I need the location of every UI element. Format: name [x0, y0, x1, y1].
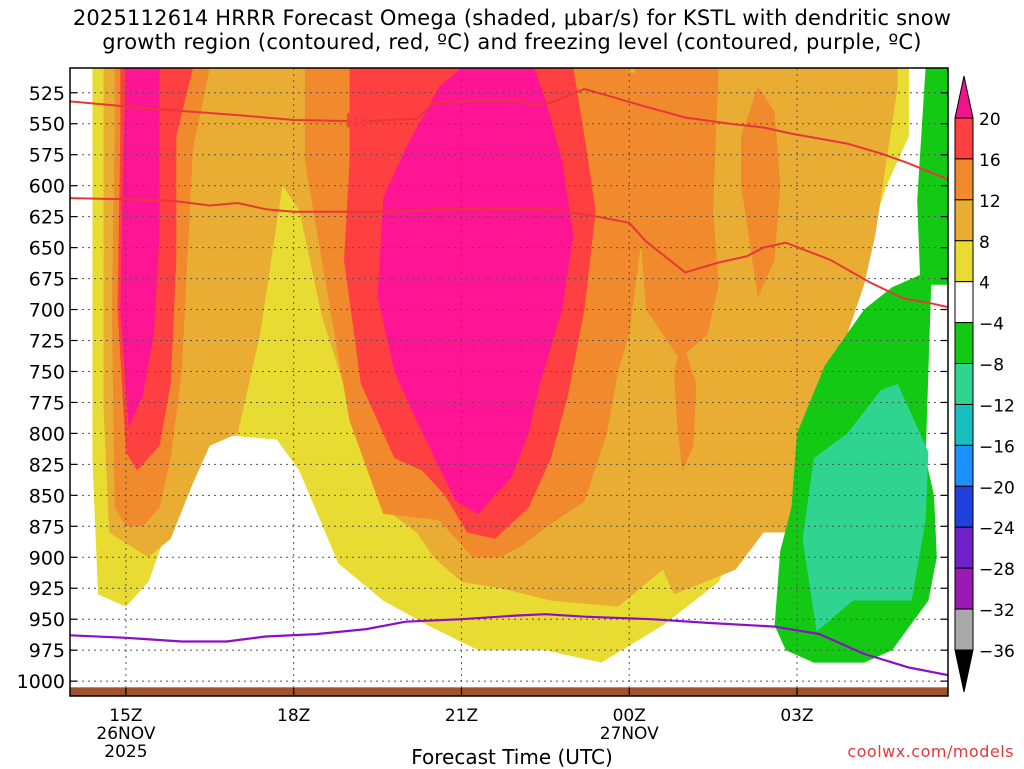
- plot-border: [69, 67, 949, 697]
- y-tick-label-1000: 1000: [17, 671, 65, 693]
- colorbar-label-7: −8: [979, 356, 1004, 376]
- chart-title: 2025112614 HRRR Forecast Omega (shaded, …: [0, 6, 1024, 54]
- y-tick-label-775: 775: [29, 392, 65, 414]
- contour-lines: -18: [70, 88, 948, 677]
- x-tick-label-15Z-3: 2025: [104, 742, 147, 762]
- colorbar-label-12: −28: [979, 560, 1015, 580]
- x-tick-label-21Z-1: 21Z: [445, 706, 478, 726]
- colorbar-swatch-2: [954, 158, 974, 201]
- colorbar-label-1: 20: [979, 110, 1001, 130]
- omega-region-13: [802, 383, 929, 632]
- x-tick-label-00Z-2: 27NOV: [600, 724, 659, 744]
- y-tick-label-700: 700: [29, 300, 65, 322]
- colorbar-label-14: −36: [979, 642, 1015, 662]
- credit-text: coolwx.com/models: [847, 742, 1014, 761]
- omega-region-5: [634, 68, 719, 360]
- colorbar-label-5: 4: [979, 274, 990, 294]
- colorbar-swatch-3: [954, 199, 974, 242]
- y-tick-label-650: 650: [29, 238, 65, 260]
- y-tick-label-975: 975: [29, 640, 65, 662]
- colorbar-swatch-4: [954, 240, 974, 283]
- colorbar-label-10: −20: [979, 478, 1015, 498]
- x-tick-label-00Z-1: 00Z: [613, 706, 646, 726]
- y-tick-label-825: 825: [29, 454, 65, 476]
- colorbar-swatch-9: [954, 444, 974, 487]
- colorbar-bottom-arrow: [954, 649, 974, 693]
- contour-label: -18: [348, 114, 368, 128]
- y-tick-label-900: 900: [29, 547, 65, 569]
- colorbar-swatch-5: [954, 281, 974, 324]
- colorbar-swatch-7: [954, 363, 974, 405]
- colorbar-swatch-1: [954, 117, 974, 160]
- y-tick-label-525: 525: [29, 83, 65, 105]
- grid-lines: [70, 68, 948, 696]
- colorbar-label-9: −16: [979, 437, 1015, 457]
- omega-region-6: [741, 86, 781, 298]
- y-tick-label-875: 875: [29, 516, 65, 538]
- colorbar-swatch-6: [954, 322, 974, 365]
- x-tick-label-18Z-1: 18Z: [277, 706, 310, 726]
- y-tick-label-800: 800: [29, 423, 65, 445]
- omega-region-10: [120, 68, 160, 428]
- surface-band: [70, 687, 948, 696]
- colorbar-label-8: −12: [979, 396, 1015, 416]
- colorbar-label-6: −4: [979, 315, 1004, 335]
- contour-label-bg: [347, 113, 370, 128]
- omega-region-11: [377, 68, 574, 514]
- colorbar-swatch-11: [954, 526, 974, 569]
- y-tick-label-950: 950: [29, 609, 65, 631]
- colorbar-swatch-8: [954, 403, 974, 446]
- colorbar-swatch-13: [954, 608, 974, 651]
- y-axis: 525 550 575 600 625 650 675 700 725 750 775 800 825 8…: [17, 83, 948, 693]
- freezing-level-contour: [70, 613, 948, 677]
- colorbar-label-3: 12: [979, 192, 1001, 212]
- y-tick-label-925: 925: [29, 578, 65, 600]
- colorbar-label-2: 16: [979, 151, 1001, 171]
- x-tick-label-15Z-1: 15Z: [109, 706, 142, 726]
- colorbar: 20 16 12 8 4 −4 −8 −12 −16 −20 −24 −28 −32 −36: [954, 75, 1015, 693]
- colorbar-top-arrow: [954, 75, 974, 119]
- x-tick-label-03Z-1: 03Z: [780, 706, 813, 726]
- chart-title-line-1: 2025112614 HRRR Forecast Omega (shaded, …: [72, 6, 952, 30]
- y-tick-label-575: 575: [29, 145, 65, 167]
- y-tick-label-750: 750: [29, 361, 65, 383]
- colorbar-swatch-10: [954, 485, 974, 528]
- colorbar-label-4: 8: [979, 233, 990, 253]
- y-tick-label-600: 600: [29, 176, 65, 198]
- y-tick-label-550: 550: [29, 114, 65, 136]
- y-tick-label-850: 850: [29, 485, 65, 507]
- dendritic-upper-contour: [70, 88, 948, 181]
- colorbar-label-11: −24: [979, 519, 1015, 539]
- y-tick-label-625: 625: [29, 207, 65, 229]
- colorbar-label-13: −32: [979, 601, 1015, 621]
- colorbar-swatch-12: [954, 567, 974, 610]
- y-tick-label-675: 675: [29, 269, 65, 291]
- x-tick-label-15Z-2: 26NOV: [96, 724, 155, 744]
- plot-frame: [69, 67, 949, 697]
- chart-title-line-2: growth region (contoured, red, ºC) and f…: [102, 30, 922, 54]
- omega-region-7: [674, 340, 697, 471]
- y-tick-label-725: 725: [29, 331, 65, 353]
- x-axis-label: Forecast Time (UTC): [411, 745, 613, 769]
- dendritic-lower-contour: [70, 197, 948, 309]
- ground-band: [70, 687, 948, 696]
